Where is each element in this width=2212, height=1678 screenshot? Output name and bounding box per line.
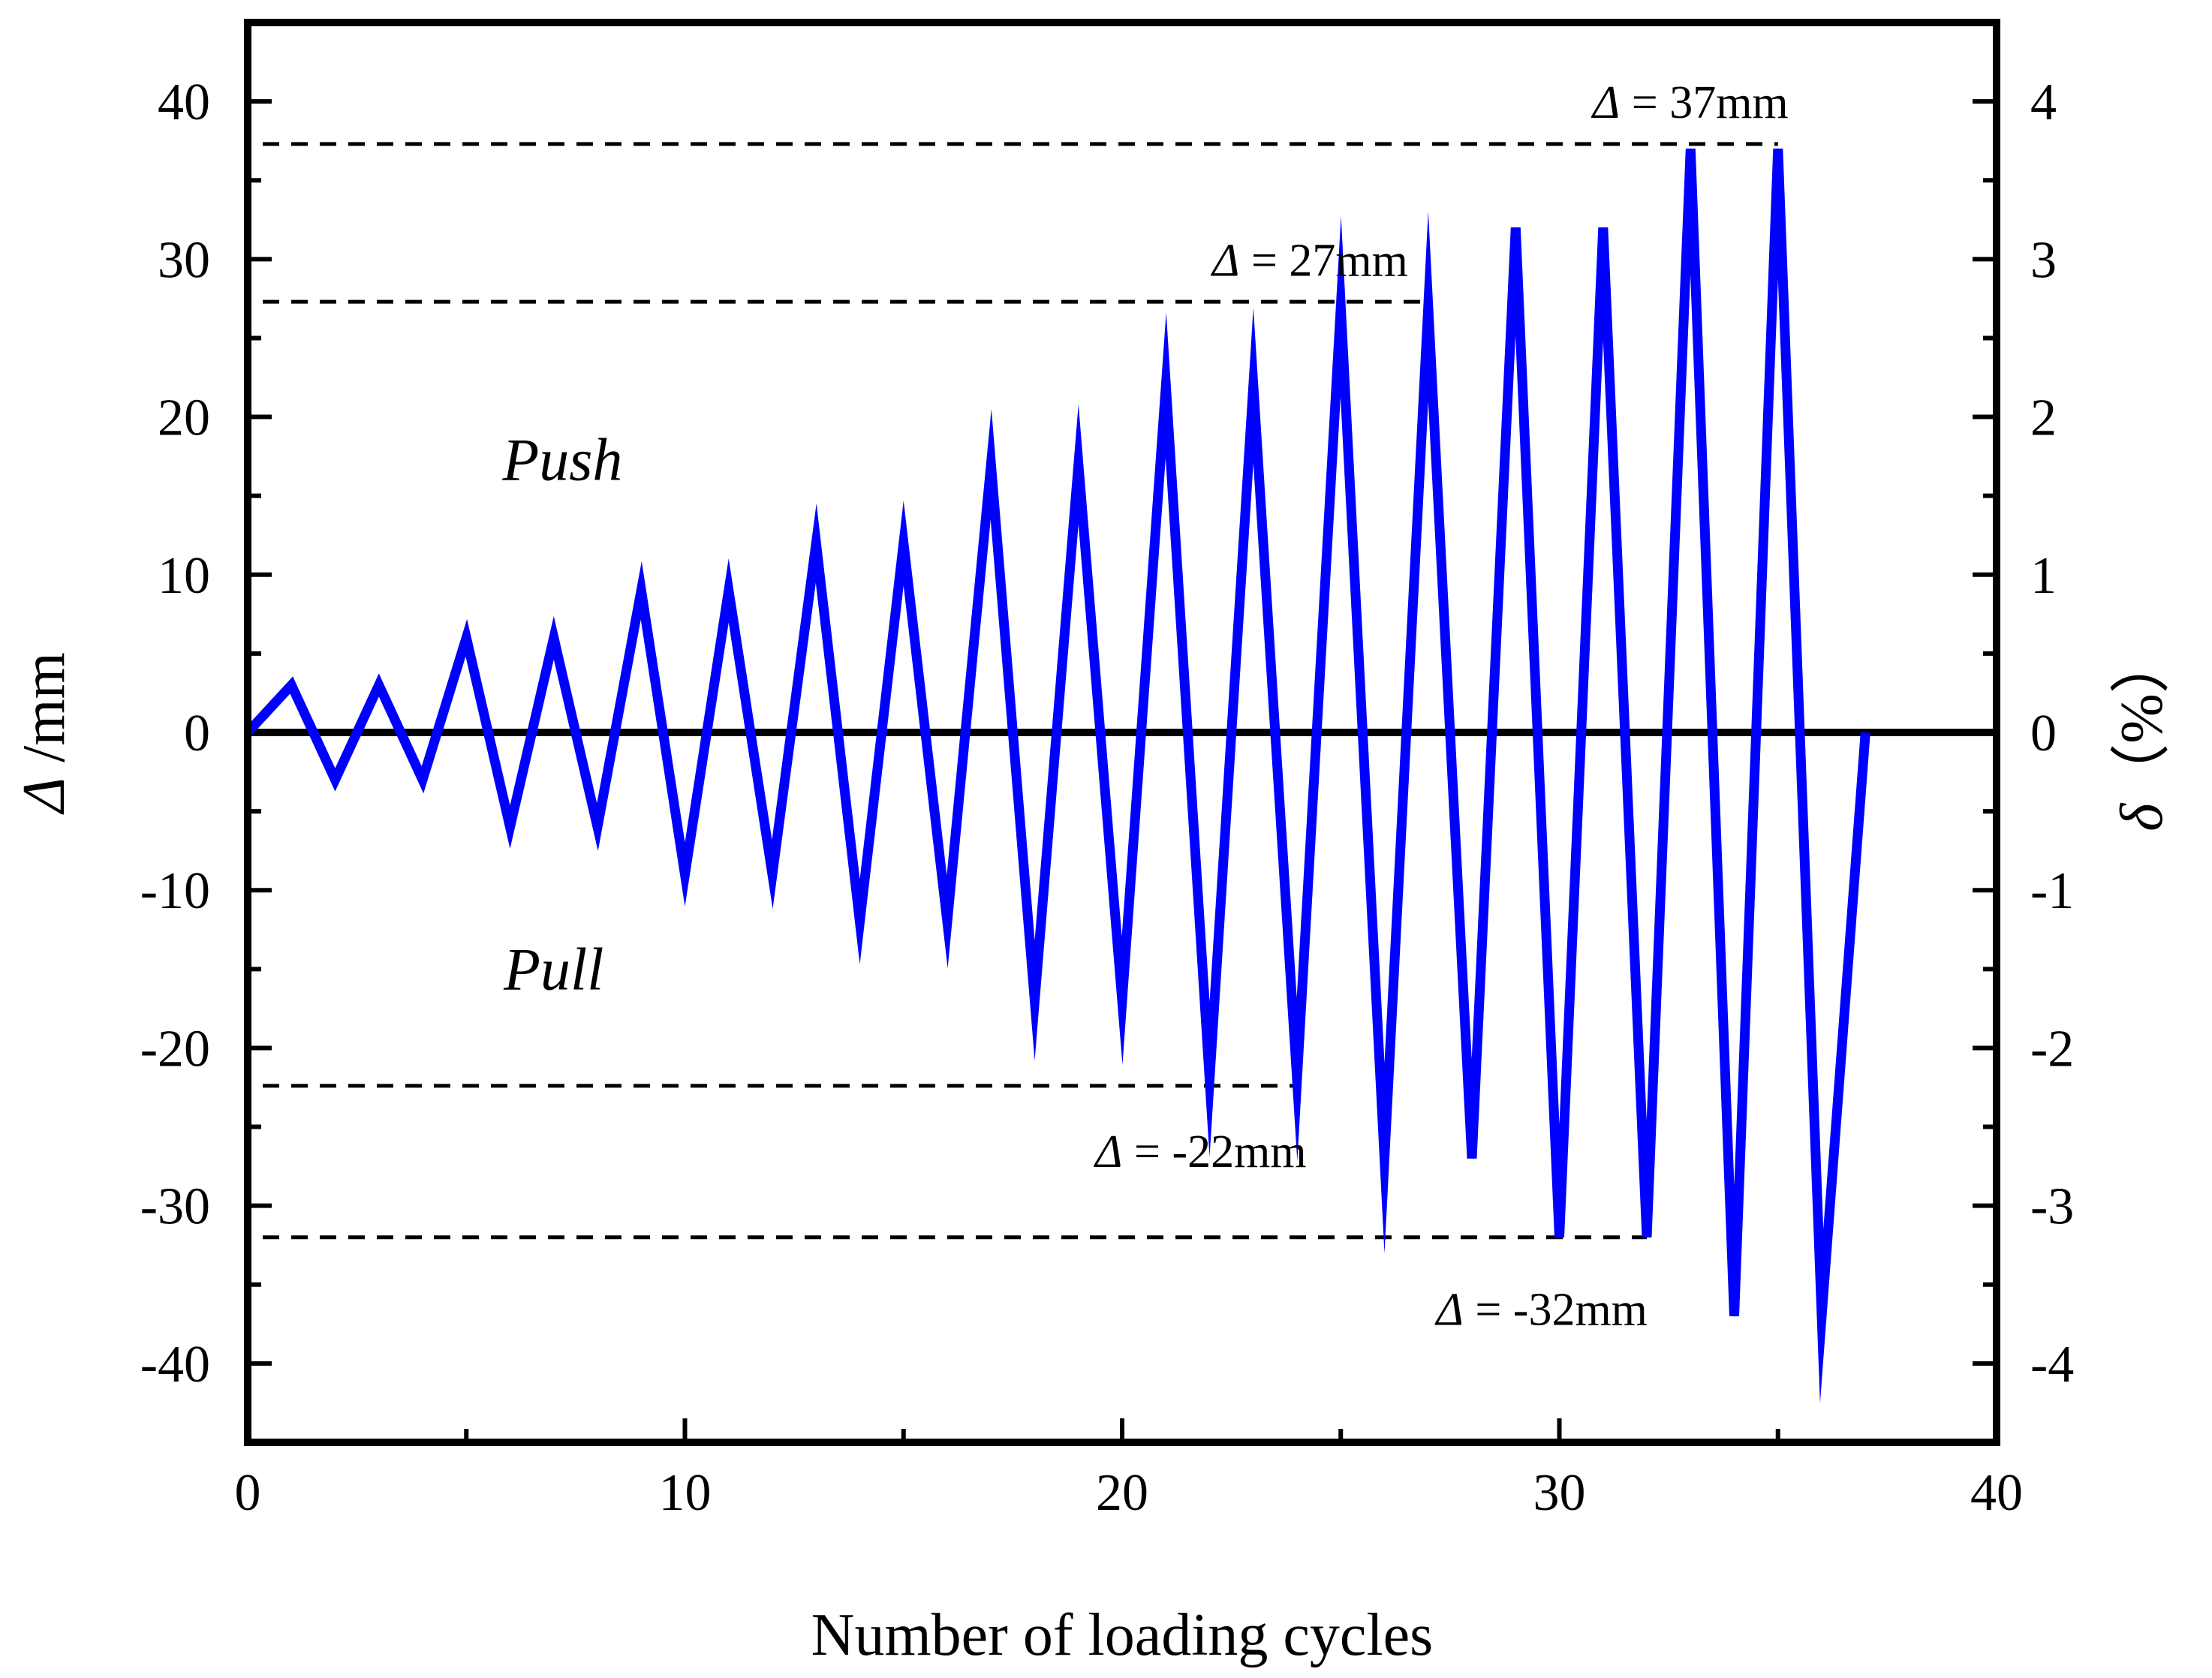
reference-label-symbol: Δ — [1210, 235, 1239, 286]
y-left-tick-label: -20 — [140, 1020, 210, 1078]
displacement-point — [553, 637, 555, 639]
displacement-point — [465, 637, 467, 639]
region-label-pull: Pull — [503, 937, 603, 1003]
reference-label-text: = 37mm — [1620, 77, 1788, 128]
y-left-tick-label: 0 — [184, 705, 210, 762]
displacement-series-line — [244, 148, 1870, 1403]
y-right-tick-label: -2 — [2030, 1020, 2074, 1078]
displacement-point — [990, 464, 992, 465]
y-right-tick-label: 3 — [2030, 231, 2057, 289]
displacement-point — [1515, 227, 1516, 228]
y-left-tick-label: -40 — [140, 1336, 210, 1394]
y-right-tick-label: 1 — [2030, 547, 2057, 605]
displacement-point — [1864, 732, 1866, 733]
reference-label-symbol: Δ — [1093, 1126, 1122, 1177]
y-left-tick-label: 20 — [158, 389, 210, 447]
y-axis-left-title: Δ /mm — [11, 652, 77, 815]
y-right-tick-label: 4 — [2030, 74, 2057, 131]
x-tick-label: 20 — [1096, 1464, 1148, 1522]
plot-frame — [244, 19, 2000, 1446]
region-label-push: Push — [501, 428, 622, 494]
displacement-point — [1209, 1078, 1210, 1080]
y-left-tick-label: -10 — [140, 862, 210, 920]
y-left-tick-label: 40 — [158, 74, 210, 131]
reference-label-symbol: Δ — [1591, 77, 1620, 128]
displacement-point — [290, 684, 292, 686]
y-right-tick-label: 2 — [2030, 389, 2057, 447]
reference-label-text: = -22mm — [1123, 1126, 1307, 1177]
displacement-point — [1384, 1158, 1385, 1159]
y-left-tick-label: 30 — [158, 231, 210, 289]
reference-line-label: Δ = 37mm — [1591, 77, 1789, 128]
reference-label-text: = 27mm — [1239, 235, 1407, 286]
displacement-point — [1121, 1000, 1123, 1001]
reference-lines-layer — [248, 142, 1997, 1240]
y-axis-right-title: δ（%） — [2109, 633, 2175, 831]
y-axis-left-unit: /mm — [11, 652, 77, 777]
y-right-tick-label: -4 — [2030, 1336, 2074, 1394]
displacement-point — [1078, 464, 1079, 465]
x-tick-label: 40 — [1970, 1464, 2023, 1522]
displacement-point — [728, 590, 730, 591]
y-right-tick-label: -3 — [2030, 1178, 2074, 1236]
series-layer — [244, 148, 1870, 1403]
x-axis-title: Number of loading cycles — [811, 1602, 1434, 1668]
ticks-layer: 0 10 20 30 40-40-30-20-10010203040-4-3-2-101… — [140, 20, 2074, 1522]
reference-label-text: = -32mm — [1464, 1284, 1648, 1335]
y-left-tick-label: -30 — [140, 1178, 210, 1236]
displacement-point — [640, 590, 642, 591]
displacement-point — [772, 874, 773, 875]
y-axis-left-symbol: Δ — [11, 777, 77, 815]
reference-label-symbol: Δ — [1434, 1284, 1463, 1335]
displacement-point — [1034, 1000, 1035, 1001]
reference-line-label: Δ = -22mm — [1093, 1126, 1306, 1177]
reference-line-label: Δ = 27mm — [1210, 235, 1408, 286]
x-tick-label: 10 — [659, 1464, 712, 1522]
y-axis-right-unit: （%） — [2109, 633, 2175, 804]
y-left-tick-label: 10 — [158, 547, 210, 605]
displacement-point — [597, 826, 598, 828]
y-axis-right-symbol: δ — [2109, 802, 2175, 831]
y-right-tick-label: 0 — [2030, 705, 2057, 762]
displacement-point — [1471, 1158, 1473, 1159]
x-tick-label: 30 — [1533, 1464, 1586, 1522]
x-tick-label: 0 — [235, 1464, 261, 1522]
displacement-point — [378, 684, 380, 686]
displacement-point — [1296, 1078, 1298, 1080]
reference-line-label: Δ = -32mm — [1434, 1284, 1647, 1335]
y-right-tick-label: -1 — [2030, 862, 2074, 920]
